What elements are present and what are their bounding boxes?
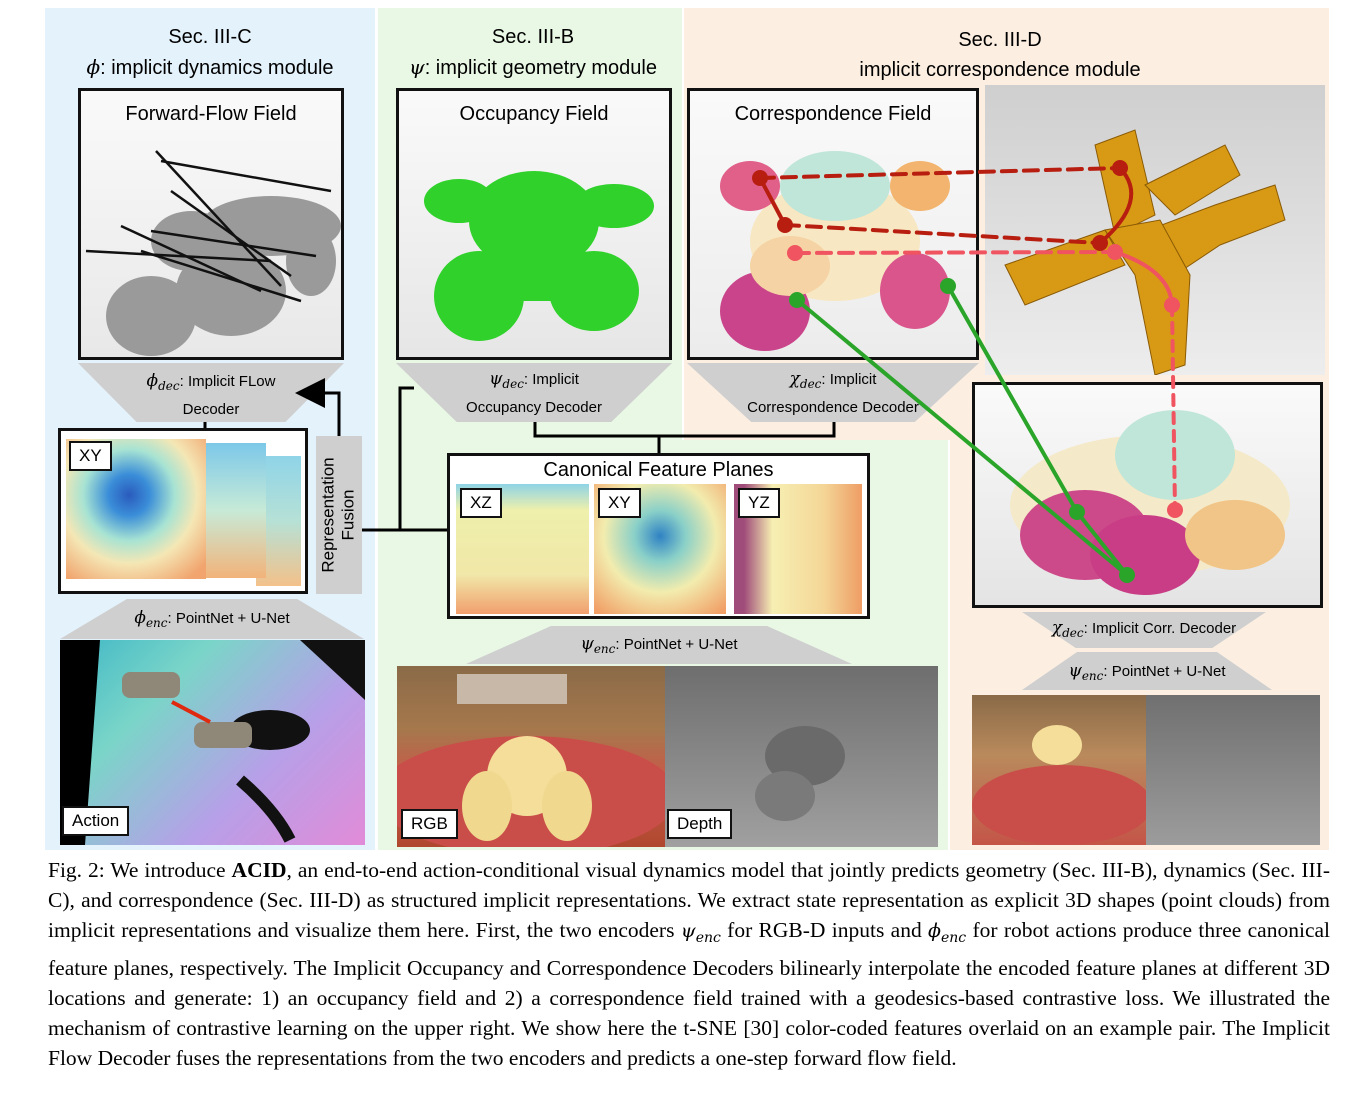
occupancy-decoder-sub: dec xyxy=(502,377,524,391)
caption-sub1: enc xyxy=(695,930,721,947)
psi-small-text: : PointNet + U-Net xyxy=(1103,663,1226,680)
left-xy-tag: XY xyxy=(69,441,112,471)
corr-small-sub: dec xyxy=(1062,626,1084,640)
forward-flow-title: Forward-Flow Field xyxy=(125,103,297,125)
phi-encoder-text: : PointNet + U-Net xyxy=(167,610,290,627)
phi-encoder-sub: enc xyxy=(145,616,168,630)
flow-decoder-line1: : Implicit FLow xyxy=(179,373,276,390)
correspondence-decoder-label: χdec: Implicit Correspondence Decoder xyxy=(687,368,979,419)
caption-text3: for robot actions produce three canonica… xyxy=(48,918,1330,1071)
dynamics-section-title: Sec. III-C ϕ: implicit dynamics module xyxy=(45,22,375,83)
psi-encoder-sub: enc xyxy=(593,642,616,656)
depth-scene-illustration xyxy=(755,726,845,821)
rgb-small-illustration xyxy=(972,725,1146,845)
phi-encoder-label: ϕenc: PointNet + U-Net xyxy=(60,607,364,635)
occupancy-title: Occupancy Field xyxy=(459,103,609,125)
rgb-small-image xyxy=(972,695,1146,845)
dynamics-module-name: : implicit dynamics module xyxy=(100,57,334,79)
correspondence-shape-illustration xyxy=(720,151,950,351)
corr-decoder-line2: Correspondence Decoder xyxy=(747,399,919,416)
rgb-scene-illustration xyxy=(397,674,665,847)
correspondence-panel: Correspondence Field xyxy=(687,88,979,360)
psi-encoder-symbol: ψ xyxy=(580,634,594,654)
fusion-label-line2: Fusion xyxy=(339,489,358,541)
voxel-render xyxy=(985,85,1325,375)
occupancy-shape-illustration xyxy=(424,171,654,341)
corr-decoder-line1: : Implicit xyxy=(821,371,877,388)
figure-caption: Fig. 2: We introduce ACID, an end-to-end… xyxy=(48,855,1330,1073)
geometry-module-name: : implicit geometry module xyxy=(424,57,657,79)
yz-tag: YZ xyxy=(738,488,780,518)
caption-prefix: Fig. 2: We introduce xyxy=(48,858,232,882)
geometry-section-title: Sec. III-B ψ: implicit geometry module xyxy=(378,22,688,83)
caption-bold: ACID xyxy=(231,858,287,882)
depth-tag: Depth xyxy=(667,809,733,839)
occupancy-decoder-line1: : Implicit xyxy=(523,371,579,388)
depth-image: Depth xyxy=(665,666,938,847)
flow-decoder-symbol: ϕ xyxy=(146,371,159,391)
canonical-feature-planes: Canonical Feature Planes XZ XY YZ xyxy=(447,453,870,619)
action-image: Action xyxy=(60,640,365,845)
depth-small-image xyxy=(1146,695,1320,845)
corr-small-symbol: χ xyxy=(1051,618,1063,638)
voxel-shape-illustration xyxy=(1004,129,1286,375)
flow-pointcloud-illustration xyxy=(85,150,341,356)
psi-small-encoder-label: ψenc: PointNet + U-Net xyxy=(1022,660,1272,688)
action-illustration xyxy=(60,640,365,845)
psi-symbol: ψ xyxy=(409,55,425,79)
corr-decoder-sub: dec xyxy=(799,377,822,391)
action-tag: Action xyxy=(62,806,130,836)
fusion-block xyxy=(316,436,362,594)
caption-sub2: enc xyxy=(940,930,967,947)
corr-small-decoder-label: χdec: Implicit Corr. Decoder xyxy=(1022,617,1266,645)
flow-decoder-sub: dec xyxy=(158,379,180,393)
occupancy-decoder-line2: Occupancy Decoder xyxy=(466,399,602,416)
occupancy-decoder-label: ψdec: Implicit Occupancy Decoder xyxy=(396,368,672,419)
occupancy-decoder-symbol: ψ xyxy=(489,369,503,389)
occupancy-panel: Occupancy Field xyxy=(396,88,672,360)
phi-encoder-symbol: ϕ xyxy=(134,608,146,628)
flow-decoder-line2: Decoder xyxy=(182,401,240,418)
xz-tag: XZ xyxy=(460,488,502,518)
geometry-sec-number: Sec. III-B xyxy=(491,26,575,48)
feature-planes-title: Canonical Feature Planes xyxy=(543,459,774,481)
dynamics-sec-number: Sec. III-C xyxy=(168,26,252,48)
left-plane-stack-mid xyxy=(201,443,266,578)
correspondence-section-title: Sec. III-D implicit correspondence modul… xyxy=(780,25,1220,85)
left-feature-plane: XY xyxy=(58,428,308,594)
caption-sym1: ψ xyxy=(680,920,696,942)
psi-small-symbol: ψ xyxy=(1068,661,1082,681)
psi-encoder-text: : PointNet + U-Net xyxy=(615,636,738,653)
correspondence-module-name: implicit correspondence module xyxy=(859,59,1141,81)
corr-small-text: : Implicit Corr. Decoder xyxy=(1083,620,1237,637)
corr-decoder-symbol: χ xyxy=(789,369,800,389)
psi-encoder-label: ψenc: PointNet + U-Net xyxy=(466,633,852,661)
correspondence-title: Correspondence Field xyxy=(734,103,932,125)
correspondence-pair-illustration xyxy=(1010,410,1290,595)
correspondence-pair-panel xyxy=(972,382,1323,608)
phi-symbol: ϕ xyxy=(86,55,101,79)
rgb-tag: RGB xyxy=(401,809,458,839)
xy-tag: XY xyxy=(598,488,641,518)
caption-text1: , an end-to-end action-conditional visua… xyxy=(48,858,1330,942)
psi-small-sub: enc xyxy=(1081,669,1104,683)
caption-sym2: ϕ xyxy=(928,920,941,942)
fusion-label-line1: Representation xyxy=(319,457,338,573)
flow-decoder-label: ϕdec: Implicit FLow Decoder xyxy=(78,370,344,421)
rgb-image: RGB xyxy=(397,666,665,847)
forward-flow-panel: Forward-Flow Field xyxy=(78,88,344,360)
correspondence-sec-number: Sec. III-D xyxy=(958,29,1042,51)
caption-text2: for RGB-D inputs and xyxy=(720,918,929,942)
fusion-label: Representation Fusion xyxy=(316,436,362,594)
